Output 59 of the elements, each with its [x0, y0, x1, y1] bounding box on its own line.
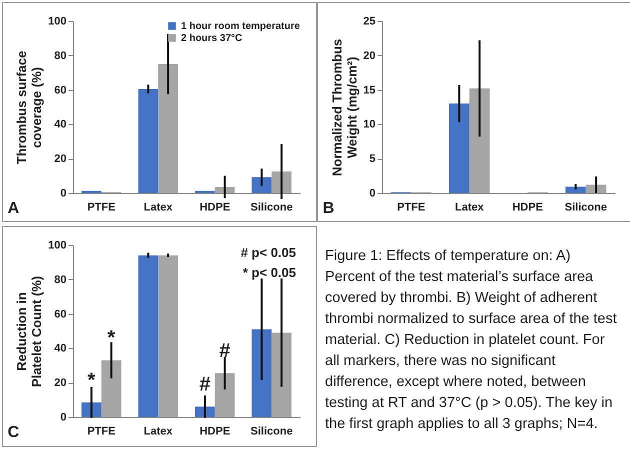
bar [158, 255, 178, 417]
annotation: # [199, 374, 211, 396]
y-axis-title: Thrombus surface coverage (%) [14, 50, 44, 164]
bar [158, 64, 178, 193]
y-tick-label: 60 [54, 308, 66, 320]
annotation: # p< 0.05 [240, 245, 296, 260]
y-tick-label: 40 [54, 118, 66, 131]
bar [214, 373, 235, 417]
x-tick-label: Silicone [250, 426, 293, 438]
text: B [322, 200, 334, 217]
bar [138, 88, 158, 193]
bar [448, 104, 470, 193]
legend-label: 1 hour room temperature [181, 21, 300, 32]
text: Figure 1: Effects of temperature on: A) Percent of the test material’s surface area covered by thrombi. B) Weight of adherent thrombi normalized to surface area of the test material. C) Reduction in platelet count. For all markers, there was no significant difference, except where noted, between testing at RT and 37°C (p > 0.05). The key in the first graph applies to all 3 graphs; N=4. [325, 248, 617, 432]
x-tick-label: HDPE [512, 202, 543, 214]
x-tick-label: Silicone [250, 202, 293, 214]
y-tick-label: 0 [60, 188, 66, 200]
bar [195, 406, 215, 417]
bar [252, 329, 272, 417]
y-axis-title: Normalized Thrombus Weight (mg/cm²) [329, 38, 360, 176]
bar [272, 332, 292, 417]
y-tick-label: 0 [60, 412, 66, 424]
bar [469, 88, 490, 193]
bar [565, 186, 586, 193]
x-tick-label: Latex [144, 426, 174, 438]
x-tick-label: HDPE [200, 202, 230, 214]
legend-label: 2 hours 37°C [181, 33, 242, 44]
bar [138, 255, 158, 417]
x-tick-label: PTFE [397, 202, 426, 214]
y-tick-label: 100 [48, 240, 66, 252]
y-tick-label: 40 [54, 342, 66, 355]
y-tick-label: 80 [54, 50, 66, 62]
y-tick-label: 25 [363, 16, 376, 28]
x-tick-label: Latex [144, 202, 174, 214]
x-tick-label: PTFE [87, 202, 116, 214]
y-tick-label: 100 [48, 16, 66, 28]
x-tick-label: PTFE [87, 426, 116, 438]
x-tick-label: Latex [455, 202, 485, 214]
y-tick-label: 10 [363, 118, 376, 131]
bar [252, 177, 272, 193]
bar [82, 402, 102, 417]
y-axis-title: Reduction in Platelet Count (%) [14, 276, 44, 388]
text: A [8, 200, 20, 217]
y-tick-label: 0 [369, 188, 376, 200]
y-tick-label: 15 [363, 84, 376, 96]
bar [101, 360, 122, 417]
y-tick-label: 5 [369, 153, 376, 166]
y-tick-label: 80 [54, 274, 66, 286]
y-tick-label: 60 [54, 84, 66, 96]
text: C [8, 424, 20, 441]
x-tick-label: Silicone [564, 202, 607, 214]
x-tick-label: HDPE [200, 426, 230, 438]
annotation: # [219, 340, 230, 362]
y-tick-label: 20 [54, 377, 66, 390]
annotation: * [107, 327, 116, 350]
annotation: * p< 0.05 [242, 265, 296, 280]
y-tick-label: 20 [363, 50, 376, 62]
annotation: * [88, 369, 96, 392]
y-tick-label: 20 [54, 153, 66, 166]
